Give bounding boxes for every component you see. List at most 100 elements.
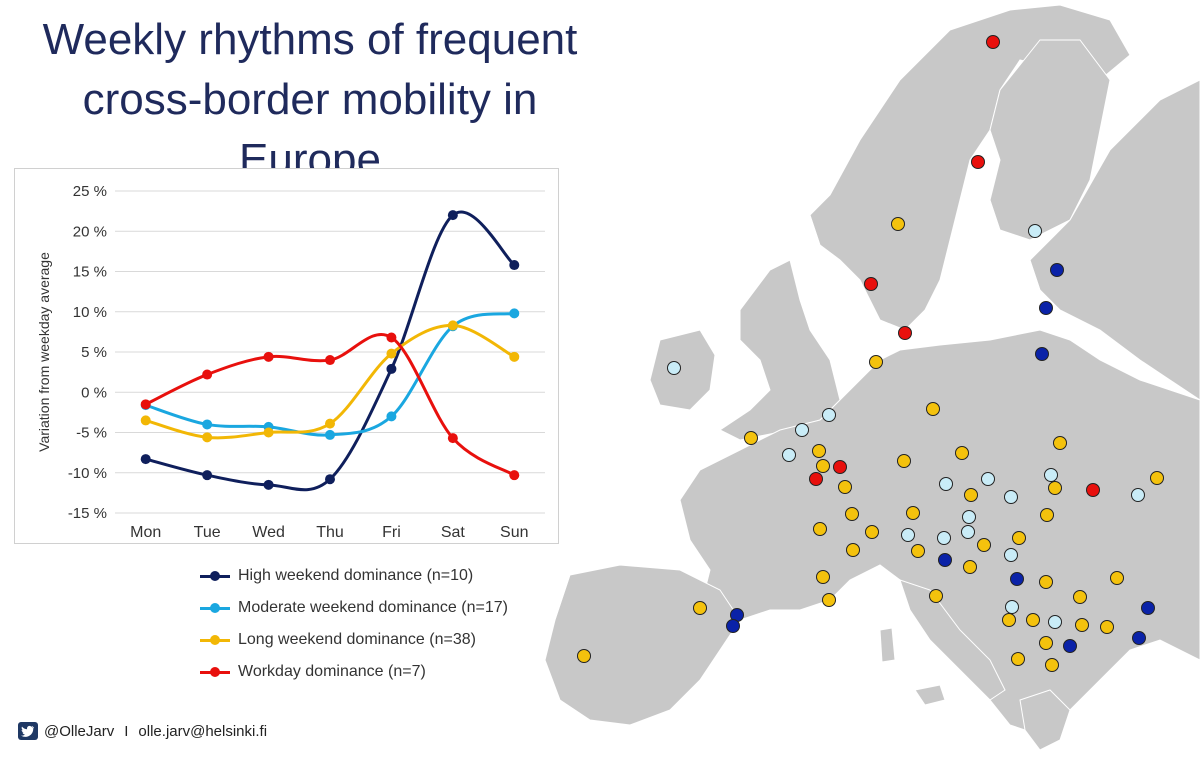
map-point: [845, 507, 859, 521]
legend-label-long: Long weekend dominance (n=38): [238, 631, 476, 648]
footer-separator: I: [124, 722, 129, 740]
map-point: [693, 601, 707, 615]
map-point: [838, 480, 852, 494]
series-point-3: [325, 355, 335, 366]
y-tick-label: -10 %: [68, 465, 107, 482]
twitter-handle[interactable]: @OlleJarv: [44, 722, 115, 740]
map-point: [816, 570, 830, 584]
map-land: [544, 4, 1200, 751]
series-point-0: [140, 454, 151, 465]
map-point: [1010, 572, 1024, 586]
map-point: [1131, 488, 1145, 502]
map-point: [667, 361, 681, 375]
map-point: [816, 459, 830, 473]
map-point: [1050, 263, 1064, 277]
y-tick-label: 15 %: [73, 264, 107, 281]
series-point-0: [263, 479, 274, 490]
map-point: [1086, 483, 1100, 497]
series-point-3: [140, 399, 151, 410]
map-point: [961, 525, 975, 539]
map-point: [929, 589, 943, 603]
y-tick-label: 0 %: [81, 384, 107, 401]
series-point-3: [386, 332, 397, 343]
map-point: [822, 408, 836, 422]
map-point: [955, 446, 969, 460]
series-line-0: [145, 210, 516, 492]
map-point: [864, 277, 878, 291]
legend-item-moderate: Moderate weekend dominance (n=17): [200, 592, 508, 624]
map-point: [1075, 618, 1089, 632]
map-point: [1044, 468, 1058, 482]
legend-item-high: High weekend dominance (n=10): [200, 560, 508, 592]
series-point-1: [325, 429, 335, 440]
map-point: [1039, 636, 1053, 650]
series-line-1: [145, 311, 515, 437]
map-point: [897, 454, 911, 468]
map-point: [809, 472, 823, 486]
legend-label-moderate: Moderate weekend dominance (n=17): [238, 599, 508, 616]
series-point-1: [386, 411, 397, 422]
y-axis-label: Variation from weekday average: [36, 252, 52, 452]
x-tick-label: Wed: [252, 524, 285, 541]
map-point: [822, 593, 836, 607]
map-point: [906, 506, 920, 520]
series-point-2: [447, 320, 458, 331]
map-point: [962, 510, 976, 524]
map-point: [812, 444, 826, 458]
series-point-3: [202, 369, 213, 380]
map-point: [1039, 575, 1053, 589]
page-title: Weekly rhythms of frequent cross-border …: [42, 15, 578, 184]
map-point: [977, 538, 991, 552]
map-point: [744, 431, 758, 445]
legend-swatch-moderate: [200, 601, 230, 615]
map-point: [865, 525, 879, 539]
map-point: [1002, 613, 1016, 627]
map-point: [1004, 490, 1018, 504]
map-point: [926, 402, 940, 416]
map-point: [1150, 471, 1164, 485]
map-point: [1048, 615, 1062, 629]
legend-swatch-workday: [200, 665, 230, 679]
map-point: [1011, 652, 1025, 666]
legend-label-high: High weekend dominance (n=10): [238, 567, 474, 584]
map-point: [939, 477, 953, 491]
twitter-icon: [18, 722, 38, 740]
map-point: [1028, 224, 1042, 238]
map-point: [782, 448, 796, 462]
map-point: [1053, 436, 1067, 450]
y-tick-label: -15 %: [68, 505, 107, 522]
map-point: [846, 543, 860, 557]
chart-legend: High weekend dominance (n=10) Moderate w…: [200, 560, 508, 688]
map-point: [1110, 571, 1124, 585]
legend-label-workday: Workday dominance (n=7): [238, 663, 426, 680]
email-link[interactable]: olle.jarv@helsinki.fi: [138, 722, 268, 740]
series-point-2: [509, 351, 520, 362]
series-point-0: [386, 363, 397, 374]
series-point-2: [263, 427, 274, 438]
map-point: [726, 619, 740, 633]
y-tick-label: 25 %: [73, 183, 107, 200]
map-point: [898, 326, 912, 340]
series-point-1: [509, 308, 520, 319]
x-tick-label: Thu: [316, 524, 344, 541]
map-point: [1063, 639, 1077, 653]
y-tick-label: -5 %: [76, 425, 107, 442]
series-point-2: [325, 418, 335, 429]
map-point: [1012, 531, 1026, 545]
map-point: [1004, 548, 1018, 562]
y-tick-label: 20 %: [73, 223, 107, 240]
map-point: [986, 35, 1000, 49]
series-point-2: [386, 348, 397, 359]
map-point: [1039, 301, 1053, 315]
map-point: [938, 553, 952, 567]
map-point: [937, 531, 951, 545]
series-point-3: [509, 470, 520, 481]
map-point: [1100, 620, 1114, 634]
map-point: [869, 355, 883, 369]
series-point-2: [140, 415, 151, 426]
map-point: [1040, 508, 1054, 522]
map-point: [1073, 590, 1087, 604]
map-point: [1026, 613, 1040, 627]
y-tick-label: 10 %: [73, 304, 107, 321]
